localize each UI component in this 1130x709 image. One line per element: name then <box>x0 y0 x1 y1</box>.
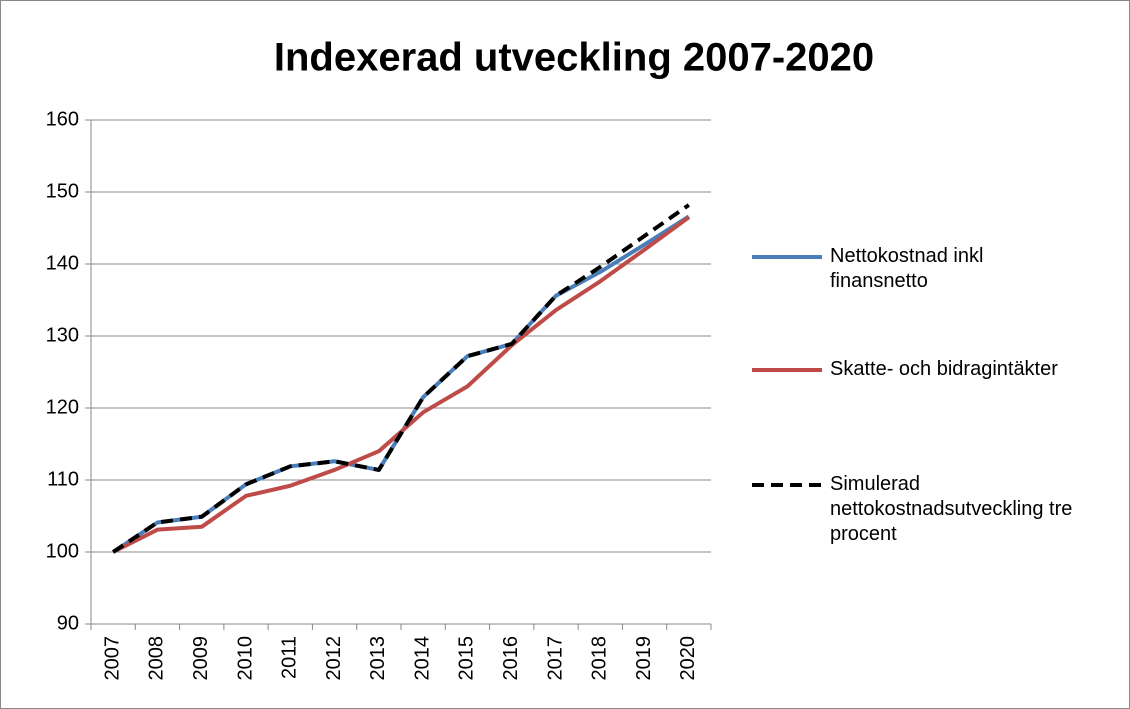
legend-label: Nettokostnad inkl finansnetto <box>830 245 984 292</box>
y-tick-label: 140 <box>46 252 79 274</box>
series-line <box>112 203 691 554</box>
y-tick-label: 130 <box>46 324 79 346</box>
x-tick-label: 2017 <box>544 636 566 681</box>
x-tick-label: 2012 <box>323 636 345 681</box>
x-tick-label: 2015 <box>456 636 478 681</box>
x-tick-label: 2019 <box>633 636 655 681</box>
x-tick-label: 2016 <box>500 636 522 681</box>
x-tick-label: 2009 <box>190 636 212 681</box>
x-tick-label: 2011 <box>279 636 301 679</box>
x-tick-label: 2008 <box>146 636 168 681</box>
x-tick-label: 2014 <box>411 636 433 681</box>
legend-label: Skatte- och bidragintäkter <box>830 358 1058 380</box>
x-tick-label: 2007 <box>101 636 123 681</box>
y-tick-label: 90 <box>57 612 79 634</box>
y-tick-label: 160 <box>46 108 79 130</box>
chart-title: Indexerad utveckling 2007-2020 <box>274 36 874 80</box>
y-tick-label: 100 <box>46 540 79 562</box>
x-tick-label: 2010 <box>234 636 256 681</box>
y-tick-label: 110 <box>47 468 79 490</box>
x-tick-label: 2013 <box>367 636 389 681</box>
legend-label: Simulerad nettokostnadsutveckling tre pr… <box>830 473 1073 545</box>
y-tick-label: 120 <box>46 396 79 418</box>
y-tick-label: 150 <box>46 180 79 202</box>
x-tick-label: 2020 <box>677 636 699 681</box>
x-tick-label: 2018 <box>589 636 611 681</box>
